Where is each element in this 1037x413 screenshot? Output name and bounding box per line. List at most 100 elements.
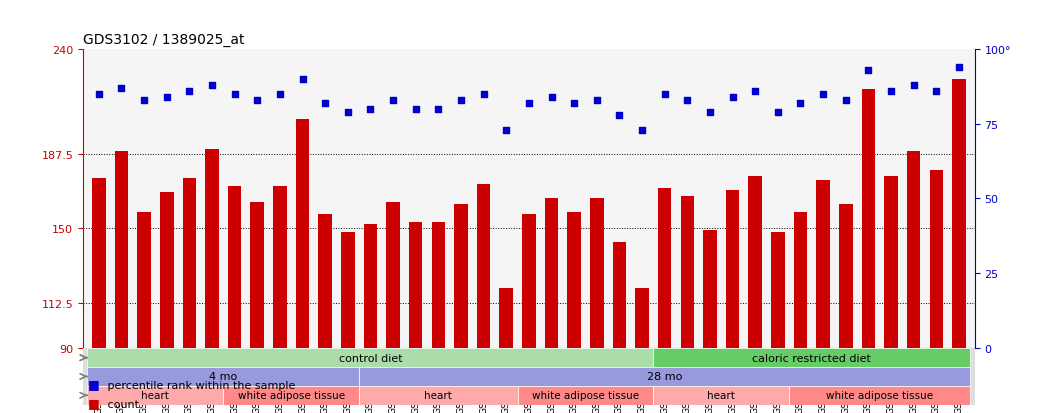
Point [317,100,334,107]
Bar [500,289,513,349]
Bar [223,386,359,405]
Bar [653,386,789,405]
Bar [929,171,943,349]
Bar [386,203,400,349]
Bar [251,203,264,349]
Text: control diet: control diet [339,353,402,363]
Point [882,88,899,95]
Bar [87,349,653,367]
Bar [636,289,649,349]
Bar [228,187,242,349]
Text: 4 mo: 4 mo [209,372,237,382]
Point [136,97,152,104]
Point [679,97,696,104]
Bar [749,177,762,349]
Text: white adipose tissue: white adipose tissue [532,390,639,400]
Bar [885,177,898,349]
Text: count: count [104,399,139,409]
Point [362,106,379,113]
Bar [793,213,807,349]
Point [838,97,854,104]
Point [928,88,945,95]
Bar [907,151,921,349]
Point [272,91,288,98]
Bar [862,89,875,349]
Bar [590,199,604,349]
Point [611,112,627,119]
Bar [839,205,852,349]
Bar [772,233,785,349]
Point [453,97,470,104]
Point [408,106,424,113]
Bar [359,386,517,405]
Bar [726,191,739,349]
Point [430,106,447,113]
Point [905,82,922,89]
Bar [273,187,286,349]
Point [475,91,492,98]
Point [815,91,832,98]
Point [295,76,311,83]
Bar [183,179,196,349]
Point [860,67,876,74]
Point [498,127,514,133]
Point [226,91,243,98]
Bar [517,386,653,405]
Bar [92,179,106,349]
Bar [522,215,536,349]
Point [588,97,605,104]
Point [159,94,175,101]
Point [634,127,650,133]
Point [203,82,220,89]
Text: white adipose tissue: white adipose tissue [237,390,344,400]
Bar [567,213,581,349]
Point [90,91,107,98]
Text: ■: ■ [88,396,100,409]
Point [951,64,968,71]
Point [702,109,719,116]
Text: percentile rank within the sample: percentile rank within the sample [104,380,296,390]
Bar [816,181,830,349]
Bar [87,386,223,405]
Bar [205,149,219,349]
Bar [364,225,377,349]
Bar [87,367,359,386]
Bar [653,349,971,367]
Bar [703,231,717,349]
Point [181,88,198,95]
Text: GDS3102 / 1389025_at: GDS3102 / 1389025_at [83,33,245,47]
Point [769,109,786,116]
Text: caloric restricted diet: caloric restricted diet [753,353,871,363]
Bar [409,223,422,349]
Bar [952,79,965,349]
Point [747,88,763,95]
Bar [341,233,355,349]
Point [521,100,537,107]
Bar [657,189,672,349]
Point [656,91,673,98]
Text: ■: ■ [88,377,100,390]
Bar [613,243,626,349]
Point [792,100,809,107]
Bar [115,151,129,349]
Text: white adipose tissue: white adipose tissue [826,390,933,400]
Bar [680,197,694,349]
Bar [160,193,173,349]
Point [724,94,740,101]
Bar [789,386,971,405]
Bar [431,223,445,349]
Point [385,97,401,104]
Text: heart: heart [424,390,452,400]
Text: 28 mo: 28 mo [647,372,682,382]
Bar [359,367,971,386]
Point [339,109,356,116]
Bar [454,205,468,349]
Bar [318,215,332,349]
Bar [477,185,491,349]
Text: heart: heart [141,390,169,400]
Bar [296,119,309,349]
Bar [137,213,150,349]
Text: heart: heart [707,390,735,400]
Point [113,85,130,92]
Point [249,97,265,104]
